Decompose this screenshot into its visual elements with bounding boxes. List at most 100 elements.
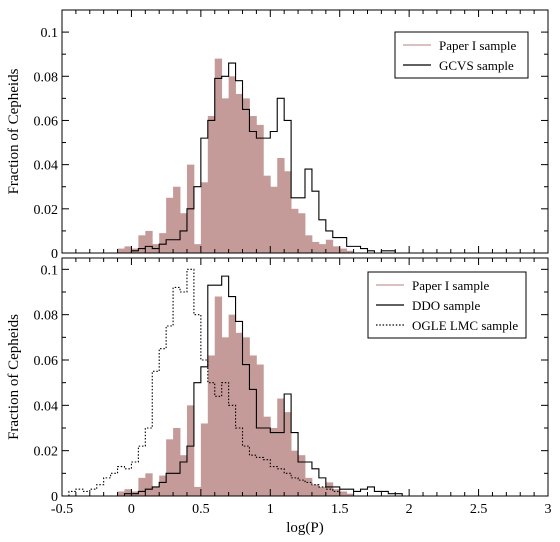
bar bbox=[277, 158, 285, 253]
bar bbox=[242, 337, 250, 496]
bar bbox=[318, 486, 327, 496]
series-paper-i-sample bbox=[117, 58, 354, 254]
bar bbox=[200, 182, 209, 253]
x-tick-label: 1 bbox=[267, 502, 274, 517]
y-tick-label: 0.1 bbox=[41, 263, 59, 278]
bar bbox=[214, 296, 223, 496]
bar bbox=[284, 412, 292, 496]
bar bbox=[270, 186, 278, 253]
plot-frame bbox=[61, 257, 549, 497]
y-tick-label: 0.06 bbox=[34, 114, 59, 129]
bar bbox=[291, 208, 299, 253]
bar bbox=[298, 213, 306, 253]
bar bbox=[346, 250, 354, 253]
legend-label: DDO sample bbox=[412, 298, 480, 313]
x-tick-label: 2.5 bbox=[470, 502, 488, 517]
bar bbox=[339, 248, 348, 253]
bar bbox=[159, 475, 167, 496]
bar bbox=[270, 428, 278, 496]
y-axis-label: Fraction of Cepheids bbox=[6, 314, 22, 440]
legend-label: Paper I sample bbox=[412, 278, 489, 293]
step-line bbox=[68, 268, 341, 496]
bar bbox=[173, 186, 181, 253]
bar bbox=[145, 473, 153, 496]
bar bbox=[311, 484, 320, 496]
bar bbox=[124, 489, 132, 496]
bar bbox=[325, 239, 334, 253]
bar bbox=[221, 337, 230, 496]
bar bbox=[193, 244, 202, 253]
bar bbox=[117, 491, 125, 496]
plot-frame bbox=[61, 9, 549, 254]
x-tick-label: -0.5 bbox=[51, 502, 73, 517]
bar bbox=[186, 405, 195, 496]
bar bbox=[173, 428, 181, 496]
bar bbox=[235, 93, 243, 253]
legend-label: Paper I sample bbox=[439, 38, 516, 53]
bar bbox=[346, 493, 354, 496]
bar bbox=[305, 235, 313, 253]
bar bbox=[180, 213, 188, 253]
x-tick-label: 1.5 bbox=[331, 502, 349, 517]
panel-bottom: 00.020.040.060.080.1-0.5 0 0.5 1 1.5 2 2.5 3log… bbox=[6, 257, 552, 536]
bar bbox=[305, 477, 313, 496]
bar bbox=[249, 116, 257, 253]
bar bbox=[284, 171, 292, 253]
bar bbox=[200, 423, 209, 496]
step-line bbox=[117, 275, 410, 497]
x-tick-label: 0.5 bbox=[192, 502, 210, 517]
bar bbox=[166, 439, 174, 496]
bar bbox=[180, 455, 188, 496]
bar bbox=[318, 244, 327, 253]
series-ogle-lmc-sample bbox=[68, 268, 341, 496]
bar bbox=[159, 233, 167, 253]
legend: Paper I sample DDO sample OGLE LMC sample bbox=[367, 271, 527, 339]
bar bbox=[242, 98, 250, 253]
bar bbox=[249, 355, 257, 496]
series-paper-i-sample bbox=[117, 296, 354, 496]
series-ddo-sample bbox=[117, 275, 410, 497]
y-tick-label: 0.04 bbox=[34, 399, 59, 414]
bar bbox=[193, 486, 202, 496]
bar bbox=[332, 489, 341, 496]
bar bbox=[311, 241, 320, 253]
y-tick-label: 0 bbox=[51, 490, 58, 505]
legend-box bbox=[394, 31, 529, 79]
bar bbox=[339, 491, 348, 496]
series-gcvs-sample bbox=[117, 62, 410, 254]
bar bbox=[117, 248, 125, 253]
legend: Paper I sample GCVS sample bbox=[394, 31, 529, 79]
bar bbox=[207, 355, 216, 496]
step-line bbox=[117, 62, 410, 254]
y-tick-label: 0.04 bbox=[34, 159, 59, 174]
bar bbox=[207, 116, 216, 253]
bar bbox=[214, 58, 223, 253]
y-tick-label: 0.02 bbox=[34, 445, 59, 460]
y-tick-label: 0.02 bbox=[34, 203, 59, 218]
bar bbox=[298, 455, 306, 496]
bar bbox=[124, 246, 132, 253]
x-tick-label: 3 bbox=[545, 502, 552, 517]
bar bbox=[228, 76, 236, 254]
y-axis-label: Fraction of Cepheids bbox=[6, 68, 22, 194]
legend-label: OGLE LMC sample bbox=[412, 318, 518, 333]
bar bbox=[332, 246, 341, 253]
bar bbox=[235, 332, 243, 496]
bar bbox=[256, 124, 264, 254]
bar bbox=[138, 235, 146, 253]
bar bbox=[263, 175, 271, 253]
panel-top: 0 0.02 0.04 0.06 0.08 0.1 Fraction of Cepheids… bbox=[6, 9, 549, 262]
y-tick-label: 0.08 bbox=[34, 70, 59, 85]
bar bbox=[256, 364, 264, 496]
x-tick-label: 2 bbox=[406, 502, 413, 517]
y-tick-label: 0 bbox=[51, 247, 58, 262]
bar bbox=[152, 486, 160, 496]
x-tick-label: 0 bbox=[128, 502, 135, 517]
bar bbox=[138, 477, 146, 496]
bar bbox=[221, 98, 230, 253]
x-axis-label: log(P) bbox=[286, 520, 324, 536]
bar bbox=[145, 230, 153, 253]
bar bbox=[263, 416, 271, 496]
legend-label: GCVS sample bbox=[439, 58, 514, 73]
